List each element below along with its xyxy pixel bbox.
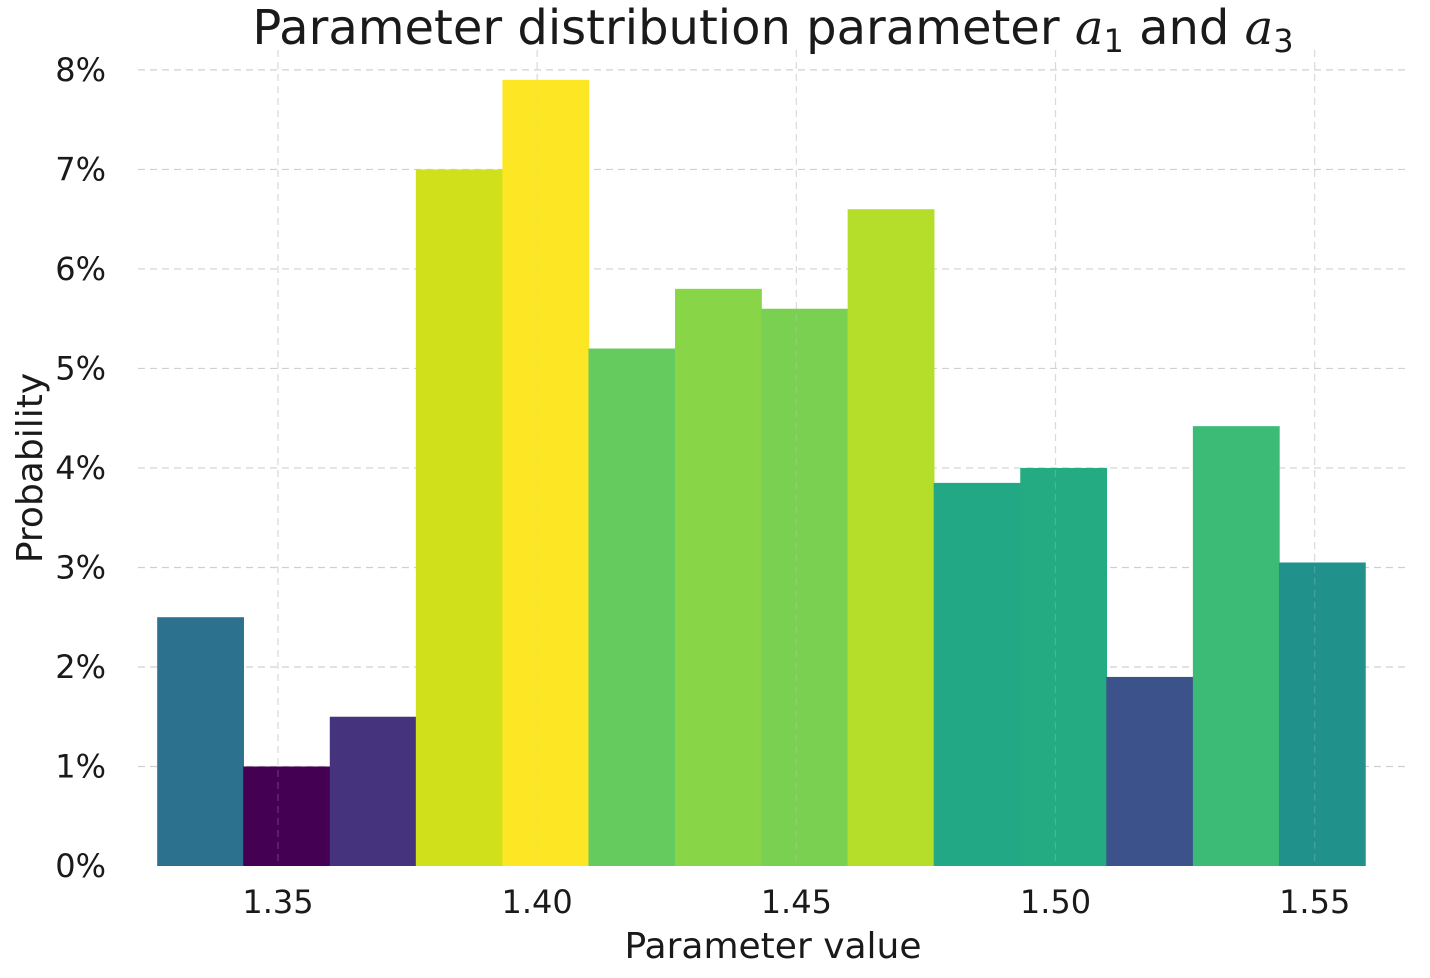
- x-tick-label: 1.45: [761, 883, 832, 921]
- chart-title-sub1: 1: [1103, 22, 1123, 60]
- y-tick-label: 6%: [55, 250, 106, 288]
- y-axis-label: Probability: [10, 373, 51, 563]
- histogram-bars: [157, 79, 1366, 867]
- x-tick-label: 1.40: [502, 883, 573, 921]
- histogram-bar: [1020, 467, 1108, 866]
- histogram-bar: [243, 766, 331, 866]
- chart-title-var2: a: [1245, 0, 1274, 56]
- histogram-bar: [415, 169, 503, 867]
- x-tick-label: 1.35: [242, 883, 313, 921]
- chart-title-var1: a: [1075, 0, 1104, 56]
- histogram-bar: [588, 348, 676, 866]
- chart-title-text: Parameter distribution parameter: [252, 0, 1074, 56]
- y-axis-ticks: 0% 1% 2% 3% 4% 5% 6% 7% 8%: [55, 51, 106, 885]
- histogram-bar: [847, 209, 935, 867]
- x-axis-label: Parameter value: [624, 926, 921, 967]
- histogram-bar: [1192, 426, 1280, 866]
- histogram-bar: [761, 308, 848, 867]
- chart-title-joiner: and: [1124, 0, 1245, 56]
- histogram-bar: [157, 617, 244, 866]
- x-tick-label: 1.50: [1020, 883, 1091, 921]
- y-tick-label: 1%: [55, 747, 106, 785]
- histogram-bar: [675, 288, 762, 867]
- chart-title: Parameter distribution parameter a1 and …: [252, 0, 1293, 60]
- histogram-bar: [502, 79, 590, 867]
- histogram-bar: [329, 716, 417, 866]
- x-axis-ticks: 1.35 1.40 1.45 1.50 1.55: [242, 50, 1350, 921]
- y-tick-label: 7%: [55, 150, 106, 188]
- histogram-bar: [1278, 562, 1366, 866]
- x-tick-label: 1.55: [1279, 883, 1350, 921]
- y-tick-label: 2%: [55, 648, 106, 686]
- y-tick-label: 8%: [55, 51, 106, 89]
- y-tick-label: 3%: [55, 548, 106, 586]
- y-tick-label: 5%: [55, 349, 106, 387]
- histogram-bar: [933, 482, 1021, 866]
- chart-title-sub2: 3: [1273, 22, 1293, 60]
- histogram-bar: [1106, 676, 1194, 866]
- y-tick-label: 4%: [55, 449, 106, 487]
- y-tick-label: 0%: [55, 847, 106, 885]
